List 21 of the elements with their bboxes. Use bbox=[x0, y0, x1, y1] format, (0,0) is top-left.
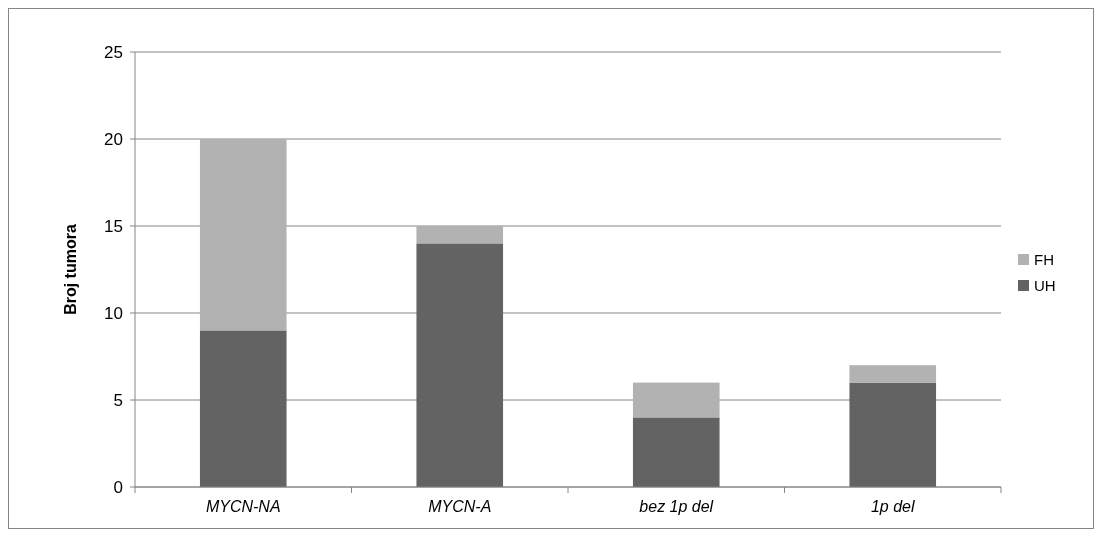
bar bbox=[632, 417, 720, 487]
legend-label: UH bbox=[1034, 277, 1056, 295]
legend-label: FH bbox=[1034, 251, 1054, 269]
bar bbox=[849, 365, 937, 383]
bar bbox=[632, 382, 720, 418]
bar bbox=[199, 139, 287, 331]
x-tick-label: 1p del bbox=[870, 498, 915, 515]
x-tick-label: MYCN-NA bbox=[205, 498, 281, 515]
y-tick-label: 20 bbox=[104, 129, 123, 149]
y-tick-label: 10 bbox=[104, 303, 123, 323]
x-tick-label: MYCN-A bbox=[428, 498, 492, 515]
bar bbox=[416, 226, 504, 244]
bar bbox=[849, 382, 937, 487]
y-tick-label: 5 bbox=[113, 390, 123, 410]
y-tick-label: 25 bbox=[104, 42, 123, 62]
y-tick-label: 0 bbox=[113, 477, 123, 497]
y-axis-title: Broj tumora bbox=[62, 224, 79, 315]
y-tick-label: 15 bbox=[104, 216, 123, 236]
x-tick-label: bez 1p del bbox=[639, 498, 714, 515]
bar bbox=[199, 330, 287, 487]
bar bbox=[416, 243, 504, 487]
